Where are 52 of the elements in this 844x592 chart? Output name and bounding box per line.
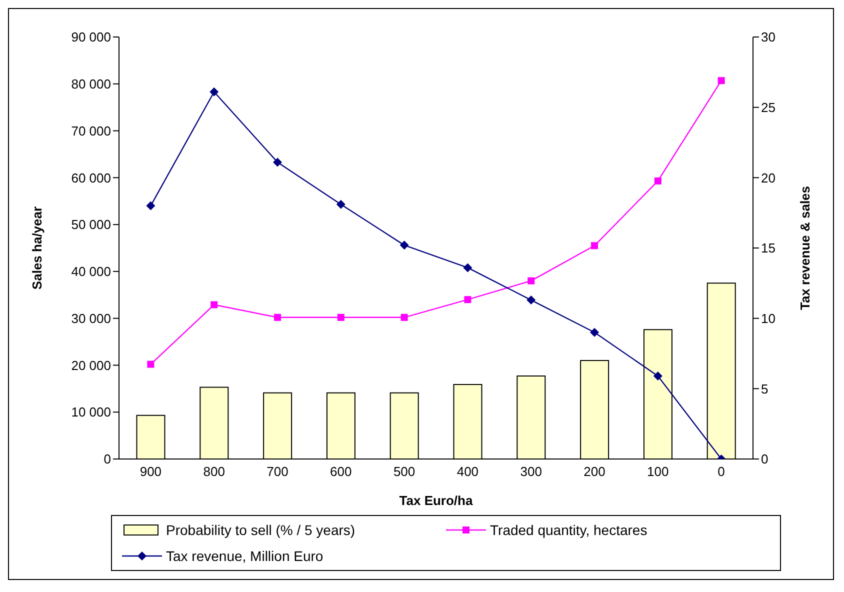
x-tick-label: 300	[520, 464, 542, 480]
y-tick-label: 40 000	[71, 264, 111, 280]
point	[146, 201, 156, 210]
x-tick-label: 900	[140, 464, 162, 480]
point	[653, 372, 662, 381]
y2-tick-label: 10	[761, 310, 776, 326]
point	[400, 314, 408, 321]
y-tick-label: 20 000	[71, 358, 111, 373]
point	[400, 240, 409, 250]
point	[590, 328, 599, 337]
point	[147, 360, 154, 368]
x-axis-title: Tax Euro/ha	[399, 493, 474, 508]
x-tick-label: 200	[584, 464, 606, 480]
y2-tick-label: 5	[761, 381, 768, 396]
point	[526, 296, 536, 305]
y2-tick-label: 0	[761, 452, 768, 467]
y2-tick-label: 30	[761, 30, 776, 45]
x-tick-label: 600	[330, 464, 352, 480]
y2-axis-title: Tax revenue & sales	[798, 186, 813, 310]
x-tick-label: 0	[718, 464, 725, 480]
x-tick-label: 700	[266, 464, 288, 480]
y-tick-label: 70 000	[71, 123, 111, 138]
point	[210, 87, 219, 96]
y2-tick-label: 15	[761, 240, 776, 256]
y2-tick-label: 20	[761, 170, 776, 186]
point	[718, 77, 725, 84]
point	[654, 177, 662, 184]
x-tick-label: 400	[456, 464, 479, 480]
y-tick-label: 50 000	[71, 217, 111, 232]
x-tick-label: 800	[203, 464, 225, 480]
point	[337, 314, 344, 321]
point	[274, 314, 281, 321]
y-tick-label: 60 000	[71, 170, 111, 186]
legend-label: Probability to sell (% / 5 years)	[166, 522, 356, 538]
point	[528, 277, 535, 284]
y-tick-label: 10 000	[71, 404, 111, 420]
legend-label: Traded quantity, hectares	[490, 522, 648, 538]
point	[591, 242, 598, 250]
point	[336, 200, 346, 209]
y2-tick-label: 25	[761, 100, 776, 115]
y-tick-label: 90 000	[71, 30, 111, 45]
y-tick-label: 80 000	[71, 76, 111, 92]
x-tick-label: 500	[393, 464, 416, 480]
x-tick-label: 100	[647, 464, 669, 480]
y-tick-label: 0	[104, 452, 111, 467]
point	[464, 296, 472, 304]
point	[273, 158, 282, 167]
y-axis-title: Sales ha/year	[30, 206, 45, 290]
y-tick-label: 30 000	[71, 310, 111, 326]
legend-label: Tax revenue, Million Euro	[166, 548, 324, 564]
point	[463, 263, 472, 272]
point	[210, 301, 218, 308]
